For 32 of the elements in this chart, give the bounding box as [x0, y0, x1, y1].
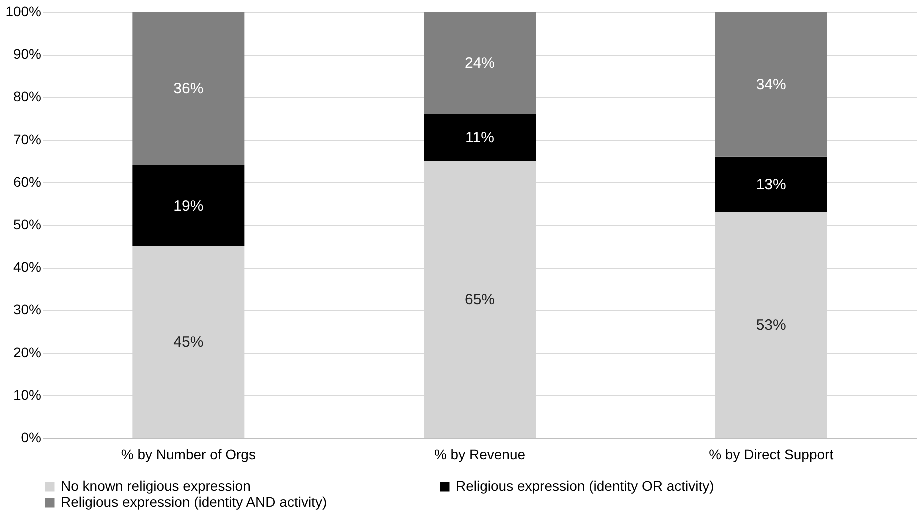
data-label: 36% — [174, 80, 204, 98]
legend-label: No known religious expression — [61, 478, 251, 494]
y-tick-label: 50% — [13, 216, 42, 232]
y-tick-label: 30% — [13, 302, 42, 318]
y-tick-label: 90% — [13, 46, 42, 62]
y-tick-label: 80% — [13, 88, 42, 105]
data-label: 24% — [464, 55, 496, 72]
legend-label: Religious expression (identity AND activity) — [61, 494, 328, 510]
bar — [715, 156, 828, 212]
y-tick-label: 70% — [13, 131, 42, 148]
bar — [132, 12, 245, 166]
data-label: 11% — [466, 130, 494, 147]
data-label: 65% — [464, 292, 496, 309]
y-tick-label: 100% — [6, 4, 42, 20]
data-label: 13% — [756, 176, 786, 194]
bar — [715, 12, 828, 157]
y-tick-label: 0% — [21, 430, 42, 446]
data-label: 45% — [174, 334, 204, 352]
bar — [132, 165, 245, 246]
x-tick-label: % by Number of Orgs — [121, 446, 256, 462]
bar — [424, 114, 536, 162]
legend-label: Religious expression (identity OR activity) — [456, 478, 714, 494]
y-tick-label: 10% — [13, 386, 42, 403]
data-label: 34% — [756, 76, 786, 94]
x-tick-label: % by Revenue — [434, 446, 526, 462]
y-tick-label: 60% — [13, 174, 42, 190]
data-label: 19% — [174, 198, 204, 215]
x-tick-label: % by Direct Support — [709, 446, 834, 462]
y-tick-label: 40% — [13, 259, 42, 276]
data-label: 53% — [756, 317, 786, 334]
y-tick-label: 20% — [13, 344, 42, 360]
bar — [424, 12, 536, 114]
